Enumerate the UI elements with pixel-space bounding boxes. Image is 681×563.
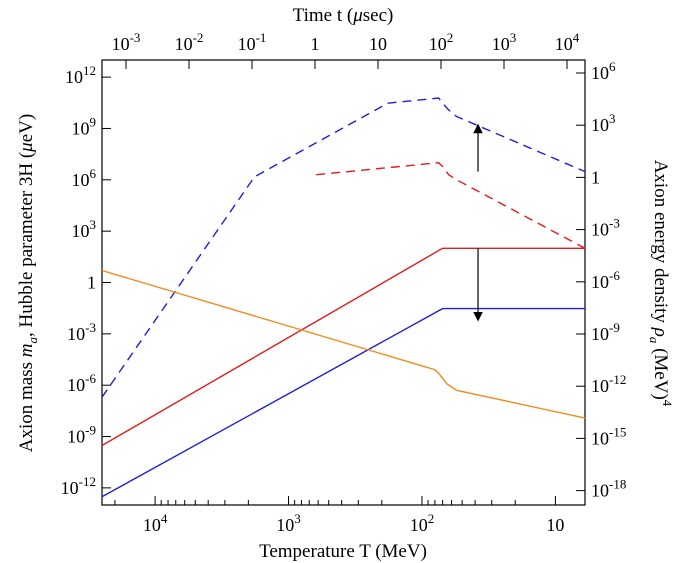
x2-tick-label: 103 (492, 30, 517, 54)
series-line-4 (101, 307, 585, 498)
y2-tick-label: 10-3 (591, 216, 620, 240)
series-line-1 (101, 97, 586, 398)
y2-tick-label: 1 (591, 167, 600, 187)
x-tick-label: 10 (546, 515, 564, 535)
y2-tick-label: 10-15 (591, 424, 626, 448)
y-tick-label: 109 (72, 114, 97, 138)
x2-tick-label: 10-1 (238, 30, 267, 54)
x2-tick-label: 10 (369, 34, 387, 54)
series-line-3 (101, 247, 585, 447)
series-layer (101, 97, 586, 498)
y-tick-label: 1012 (65, 63, 96, 87)
y2-axis-title: Axion energy density ρa (MeV)4 (647, 160, 675, 407)
y-tick-label: 10-12 (61, 474, 96, 498)
y2-tick-label: 103 (591, 111, 616, 135)
x2-axis-title: Time t (μsec) (293, 5, 394, 26)
x2-tick-label: 1 (311, 34, 320, 54)
x-tick-label: 104 (143, 511, 168, 535)
tick-labels: 104 103 102 10 1012 109 106 103 1 10-3 10-6 10-9 10-… (61, 30, 627, 535)
y-tick-label: 103 (72, 217, 97, 241)
x2-tick-label: 10-3 (112, 30, 141, 54)
y2-tick-label: 10-9 (591, 320, 620, 344)
y2-tick-label: 10-6 (591, 268, 620, 292)
y2-tick-label: 10-12 (591, 372, 626, 396)
x-tick-label: 102 (410, 511, 435, 535)
x2-tick-label: 104 (555, 30, 580, 54)
x-axis-title: Temperature T (MeV) (259, 541, 427, 562)
y-tick-label: 10-9 (67, 423, 96, 447)
x2-tick-label: 102 (429, 30, 454, 54)
plot-frame (101, 59, 586, 506)
series-line-5 (101, 269, 586, 419)
y-axis-title: Axion mass ma, Hubble parameter 3H (μeV) (16, 114, 40, 452)
x2-tick-label: 10-2 (175, 30, 204, 54)
y-tick-label: 10-6 (67, 371, 96, 395)
y-tick-label: 10-3 (67, 320, 96, 344)
x-tick-label: 103 (276, 511, 301, 535)
y-tick-label: 1 (87, 273, 96, 293)
series-line-2 (316, 161, 586, 249)
y2-tick-label: 10-18 (591, 477, 626, 501)
y2-tick-label: 106 (591, 59, 616, 83)
ticks (102, 60, 585, 505)
y-tick-label: 106 (72, 166, 97, 190)
